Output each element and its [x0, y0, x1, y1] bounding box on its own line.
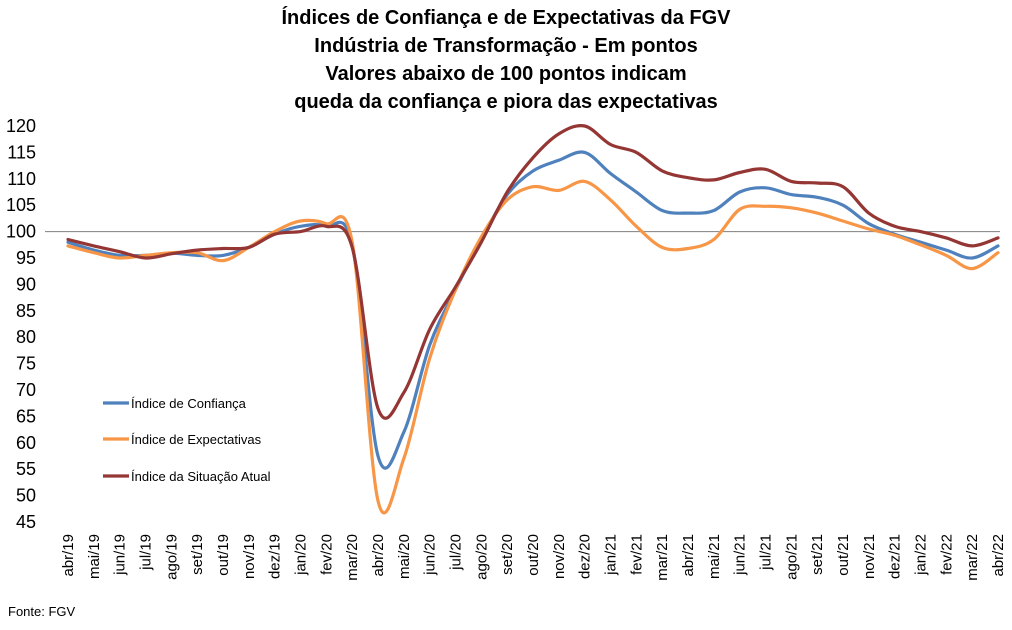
y-tick-label: 70: [16, 380, 36, 400]
y-tick-label: 90: [16, 274, 36, 294]
x-tick-label: out/20: [525, 534, 542, 576]
title-line-1: Índices de Confiança e de Expectativas d…: [281, 7, 731, 29]
x-tick-label: jun/19: [112, 534, 129, 576]
y-tick-label: 95: [16, 248, 36, 268]
y-tick-label: 60: [16, 433, 36, 453]
x-tick-label: abr/21: [680, 534, 697, 577]
x-tick-label: nov/21: [861, 534, 878, 579]
y-tick-label: 100: [6, 222, 36, 242]
x-tick-label: dez/19: [267, 534, 284, 579]
x-tick-label: jan/21: [603, 534, 620, 576]
y-tick-label: 105: [6, 195, 36, 215]
legend-label-2: Índice da Situação Atual: [131, 469, 271, 484]
series-line-1: [66, 179, 1000, 515]
x-tick-label: mai/19: [86, 534, 103, 579]
title-line-3: Valores abaixo de 100 pontos indicam: [325, 63, 687, 85]
x-tick-label: dez/21: [887, 534, 904, 579]
x-tick-label: set/20: [499, 534, 516, 575]
title-line-4: queda da confiança e piora das expectati…: [294, 91, 718, 113]
legend-label-1: Índice de Expectativas: [131, 432, 262, 447]
x-tick-label: ago/20: [473, 534, 490, 580]
x-tick-label: abr/22: [990, 534, 1007, 577]
x-tick-label: jan/22: [913, 534, 930, 576]
title-line-2: Indústria de Transformação - Em pontos: [314, 35, 698, 57]
x-tick-label: fev/22: [938, 534, 955, 575]
x-tick-label: nov/20: [551, 534, 568, 579]
x-tick-label: jun/21: [732, 534, 749, 576]
series-lines: [66, 124, 1000, 515]
source-note: Fonte: FGV: [8, 604, 76, 619]
x-tick-label: ago/19: [163, 534, 180, 580]
y-tick-label: 110: [7, 169, 36, 189]
y-tick-label: 65: [16, 406, 36, 426]
y-tick-label: 75: [16, 354, 36, 374]
x-tick-label: jul/19: [138, 534, 155, 571]
x-tick-label: dez/20: [577, 534, 594, 579]
x-tick-label: set/21: [809, 534, 826, 575]
x-tick-label: nov/19: [241, 534, 258, 579]
x-tick-label: out/19: [215, 534, 232, 576]
y-tick-label: 115: [7, 142, 36, 162]
x-axis-ticks: abr/19 mai/19 jun/19 jul/19 ago/19 set/19 out/…: [60, 534, 1007, 581]
x-tick-label: mai/21: [706, 534, 723, 579]
y-tick-label: 85: [16, 301, 36, 321]
series-line-2: [66, 124, 1000, 420]
series-line-0: [66, 150, 1000, 470]
chart-title: Índices de Confiança e de Expectativas d…: [0, 4, 1012, 116]
x-tick-label: fev/21: [628, 534, 645, 575]
x-tick-label: set/19: [189, 534, 206, 575]
y-tick-label: 55: [16, 459, 36, 479]
x-tick-label: out/21: [835, 534, 852, 576]
x-tick-label: abr/20: [370, 534, 387, 577]
y-axis-ticks: 120 115 110 105 100 95 90 85 80 75 70 65 60 55 50 45: [6, 116, 36, 532]
x-tick-label: ago/21: [783, 534, 800, 580]
legend: Índice de Confiança Índice de Expectativa…: [103, 396, 271, 484]
y-tick-label: 50: [16, 486, 36, 506]
x-tick-label: mar/22: [964, 534, 981, 581]
y-tick-label: 120: [6, 116, 36, 136]
y-tick-label: 80: [16, 327, 36, 347]
x-tick-label: jun/20: [422, 534, 439, 576]
x-tick-label: mar/20: [344, 534, 361, 581]
legend-label-0: Índice de Confiança: [131, 396, 247, 411]
x-tick-label: jan/20: [293, 534, 310, 576]
y-tick-label: 45: [16, 512, 36, 532]
x-tick-label: fev/20: [318, 534, 335, 575]
x-tick-label: jul/20: [448, 534, 465, 571]
x-tick-label: mar/21: [654, 534, 671, 581]
x-tick-label: jul/21: [758, 534, 775, 571]
x-tick-label: abr/19: [60, 534, 77, 577]
x-tick-label: mai/20: [396, 534, 413, 579]
